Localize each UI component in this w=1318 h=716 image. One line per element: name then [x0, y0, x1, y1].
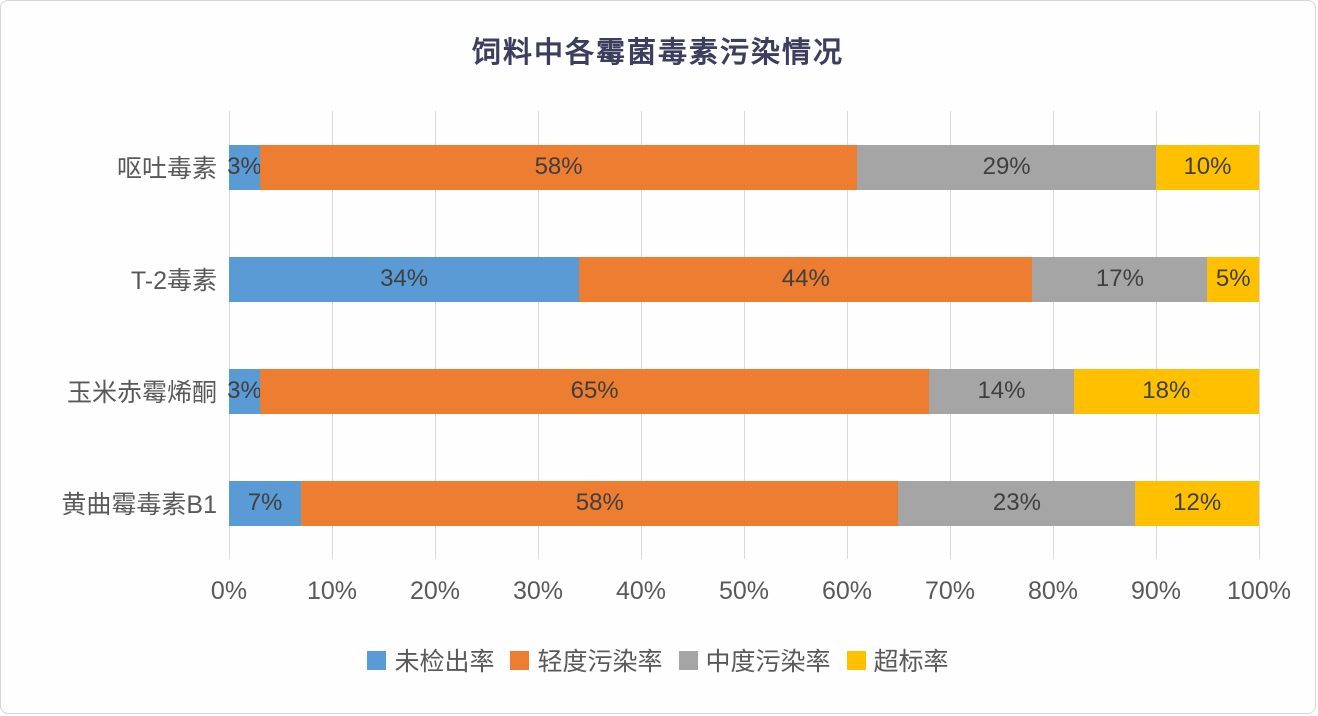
plot-area: 3% 58% 29% 10% 34% 44% 17% 5% 3% 65% 14% 18% 7% 58% 23… [227, 111, 1260, 559]
data-label: 7% [247, 489, 283, 516]
data-label: 44% [781, 265, 830, 292]
x-tick-label-60%: 60% [821, 577, 873, 605]
gridline-90% [1156, 111, 1157, 559]
gridline-0% [229, 111, 230, 559]
x-tick-label-10%: 10% [306, 577, 358, 605]
x-tick-label-40%: 40% [615, 577, 667, 605]
y-axis-labels: 呕吐毒素 T-2毒素玉米赤霉烯酮 黄曲霉毒素B1 [19, 111, 217, 559]
legend-item-轻度污染率: 轻度污染率 [510, 642, 663, 678]
gridline-50% [744, 111, 745, 559]
bar-segment-轻度污染率: 65% [259, 368, 930, 414]
bar-row-呕吐毒素: 3% 58% 29% 10% [227, 144, 1259, 190]
bar-row-玉米赤霉烯酮: 3% 65% 14% 18% [227, 368, 1259, 414]
gridline-40% [641, 111, 642, 559]
legend-item-未检出率: 未检出率 [367, 642, 494, 678]
bar-segment-超标率: 12% [1135, 480, 1259, 526]
x-axis-labels: 0% 10% 20% 30% 40% 50% 60% 70% 80% 90% 100% [211, 577, 1291, 613]
data-label: 29% [982, 153, 1031, 180]
data-label: 5% [1215, 265, 1251, 292]
bar-segment-中度污染率: 14% [929, 368, 1074, 414]
legend: 未检出率 轻度污染率 中度污染率 超标率 [1, 642, 1315, 678]
bar-segment-未检出率: 34% [229, 256, 580, 302]
x-tick-label-90%: 90% [1130, 577, 1182, 605]
x-tick-label-30%: 30% [512, 577, 564, 605]
category-label-黄曲霉毒素B1: 黄曲霉毒素B1 [61, 491, 217, 519]
data-label: 23% [992, 489, 1041, 516]
bar-segment-超标率: 10% [1155, 144, 1259, 190]
data-label: 14% [977, 377, 1026, 404]
bar-segment-中度污染率: 23% [898, 480, 1136, 526]
data-label: 18% [1142, 377, 1191, 404]
bar-segment-中度污染率: 17% [1032, 256, 1208, 302]
x-tick-label-70%: 70% [924, 577, 976, 605]
data-label: 3% [227, 153, 262, 180]
bar-segment-超标率: 18% [1073, 368, 1259, 414]
x-tick-label-50%: 50% [718, 577, 770, 605]
bar-segment-中度污染率: 29% [857, 144, 1156, 190]
gridline-30% [538, 111, 539, 559]
legend-item-超标率: 超标率 [846, 642, 949, 678]
x-tick-label-80%: 80% [1027, 577, 1079, 605]
data-label: 34% [380, 265, 429, 292]
legend-label: 未检出率 [394, 648, 495, 676]
legend-item-中度污染率: 中度污染率 [678, 642, 831, 678]
x-tick-label-100%: 100% [1227, 577, 1291, 605]
category-label-呕吐毒素: 呕吐毒素 [116, 155, 217, 183]
bar-segment-超标率: 5% [1207, 256, 1259, 302]
x-tick-label-0%: 0% [210, 577, 248, 605]
gridline-10% [332, 111, 333, 559]
legend-swatch-icon [846, 650, 866, 670]
bar-row-T-2毒素: 34% 44% 17% 5% [229, 256, 1259, 302]
bar-row-黄曲霉毒素B1: 7% 58% 23% 12% [229, 480, 1259, 526]
gridline-100% [1259, 111, 1260, 559]
category-label-T-2毒素: T-2毒素 [130, 267, 217, 295]
bar-segment-未检出率: 3% [227, 368, 262, 414]
legend-label: 轻度污染率 [537, 648, 663, 676]
data-label: 10% [1183, 153, 1232, 180]
data-label: 58% [534, 153, 583, 180]
legend-swatch-icon [678, 650, 698, 670]
bar-segment-轻度污染率: 58% [259, 144, 858, 190]
gridline-80% [1053, 111, 1054, 559]
bar-segment-未检出率: 3% [227, 144, 262, 190]
bar-segment-未检出率: 7% [229, 480, 302, 526]
legend-swatch-icon [367, 650, 387, 670]
legend-label: 中度污染率 [705, 648, 831, 676]
data-label: 65% [570, 377, 619, 404]
legend-swatch-icon [510, 650, 530, 670]
data-label: 3% [227, 377, 262, 404]
gridline-20% [435, 111, 436, 559]
data-label: 58% [575, 489, 624, 516]
data-label: 12% [1173, 489, 1222, 516]
x-tick-label-20%: 20% [409, 577, 461, 605]
gridline-70% [950, 111, 951, 559]
bar-segment-轻度污染率: 44% [579, 256, 1033, 302]
chart-title: 饲料中各霉菌毒素污染情况 [471, 37, 844, 69]
category-label-玉米赤霉烯酮: 玉米赤霉烯酮 [66, 379, 217, 407]
legend-label: 超标率 [873, 648, 949, 676]
bar-segment-轻度污染率: 58% [301, 480, 899, 526]
gridline-60% [847, 111, 848, 559]
data-label: 17% [1095, 265, 1144, 292]
